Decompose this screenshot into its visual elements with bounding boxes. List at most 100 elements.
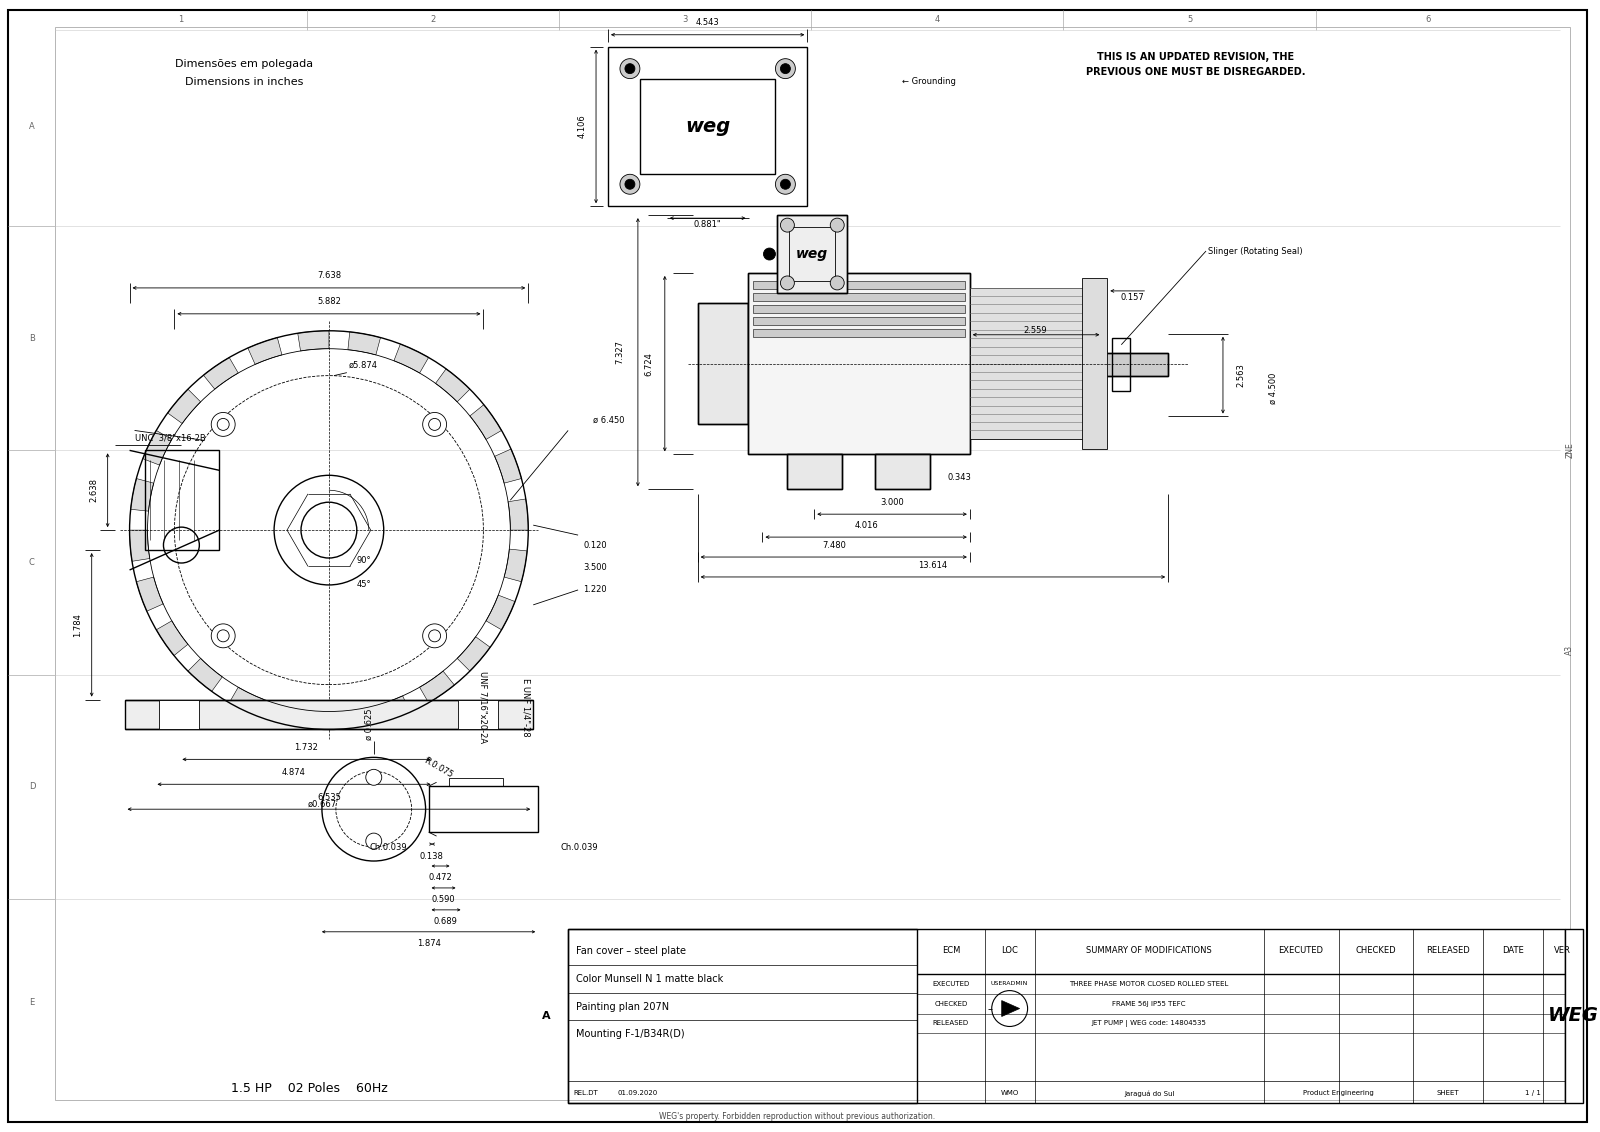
Text: 90°: 90° bbox=[357, 556, 371, 565]
Text: 4.874: 4.874 bbox=[282, 767, 306, 777]
Text: 45°: 45° bbox=[357, 581, 371, 590]
Wedge shape bbox=[136, 577, 163, 611]
Text: Ch.0.039: Ch.0.039 bbox=[560, 842, 598, 851]
Bar bbox=[787, 454, 842, 489]
Wedge shape bbox=[330, 710, 360, 729]
Text: 7.480: 7.480 bbox=[822, 541, 846, 549]
Circle shape bbox=[619, 174, 640, 195]
Text: ø 4.500: ø 4.500 bbox=[1269, 372, 1277, 404]
Text: UNF 7/16"x20-2A: UNF 7/16"x20-2A bbox=[478, 671, 488, 744]
Circle shape bbox=[626, 179, 635, 189]
Circle shape bbox=[776, 174, 795, 195]
Bar bbox=[875, 454, 930, 489]
Text: SUMMARY OF MODIFICATIONS: SUMMARY OF MODIFICATIONS bbox=[1086, 946, 1213, 955]
Text: 7.327: 7.327 bbox=[616, 341, 624, 365]
Bar bbox=[1102, 353, 1168, 376]
Text: ø 0.625: ø 0.625 bbox=[365, 709, 373, 740]
Bar bbox=[448, 779, 504, 787]
Bar bbox=[1083, 278, 1107, 449]
Bar bbox=[459, 700, 498, 729]
Text: 2.638: 2.638 bbox=[90, 478, 98, 503]
Text: UNC  3/8"x16-2B: UNC 3/8"x16-2B bbox=[134, 434, 205, 443]
Text: CHECKED: CHECKED bbox=[1355, 946, 1395, 955]
Circle shape bbox=[366, 770, 382, 786]
Text: 3: 3 bbox=[683, 16, 688, 24]
Text: ← Grounding: ← Grounding bbox=[902, 77, 955, 86]
Circle shape bbox=[781, 63, 790, 74]
Bar bbox=[778, 215, 848, 293]
Text: 1.5 HP    02 Poles    60Hz: 1.5 HP 02 Poles 60Hz bbox=[230, 1082, 387, 1095]
Text: 4.543: 4.543 bbox=[696, 18, 720, 27]
Bar bbox=[752, 281, 965, 289]
Bar bbox=[144, 451, 219, 550]
Text: EXECUTED: EXECUTED bbox=[1278, 946, 1323, 955]
Bar bbox=[698, 303, 747, 424]
Text: C: C bbox=[29, 558, 35, 567]
Text: Fan cover – steel plate: Fan cover – steel plate bbox=[576, 945, 686, 955]
Bar bbox=[752, 293, 965, 301]
Wedge shape bbox=[394, 344, 429, 374]
Bar bbox=[752, 317, 965, 325]
Circle shape bbox=[781, 276, 794, 290]
Text: WEG's property. Forbidden reproduction without previous authorization.: WEG's property. Forbidden reproduction w… bbox=[659, 1112, 936, 1121]
Text: Ch.0.039: Ch.0.039 bbox=[370, 842, 406, 851]
Text: 3.000: 3.000 bbox=[880, 498, 904, 507]
Bar bbox=[970, 288, 1102, 439]
Bar bbox=[1102, 353, 1168, 376]
Polygon shape bbox=[1002, 1001, 1019, 1017]
Text: 2.559: 2.559 bbox=[1024, 326, 1048, 335]
Bar bbox=[160, 700, 200, 729]
Text: 1.220: 1.220 bbox=[582, 585, 606, 594]
Text: ø0.667: ø0.667 bbox=[307, 799, 336, 808]
Circle shape bbox=[830, 276, 845, 290]
Text: weg: weg bbox=[685, 117, 730, 136]
Text: A3: A3 bbox=[1565, 644, 1574, 654]
Text: 1 / 1: 1 / 1 bbox=[1525, 1090, 1541, 1096]
Text: CHECKED: CHECKED bbox=[934, 1001, 968, 1006]
Wedge shape bbox=[203, 358, 238, 389]
Text: ZNE: ZNE bbox=[1565, 443, 1574, 458]
Bar bbox=[778, 215, 848, 293]
Bar bbox=[752, 328, 965, 336]
Bar bbox=[787, 454, 842, 489]
Text: JET PUMP | WEG code: 14804535: JET PUMP | WEG code: 14804535 bbox=[1091, 1020, 1206, 1027]
Wedge shape bbox=[187, 659, 222, 692]
Text: WMO: WMO bbox=[1000, 1090, 1019, 1096]
Bar bbox=[875, 454, 930, 489]
Bar bbox=[429, 787, 538, 832]
Text: A: A bbox=[29, 122, 35, 131]
Circle shape bbox=[211, 624, 235, 648]
Bar bbox=[789, 228, 835, 281]
Text: B: B bbox=[29, 334, 35, 343]
Wedge shape bbox=[494, 449, 522, 483]
Circle shape bbox=[781, 218, 794, 232]
Text: 5.882: 5.882 bbox=[317, 298, 341, 307]
Wedge shape bbox=[277, 705, 310, 728]
Text: Mounting F-1/B34R(D): Mounting F-1/B34R(D) bbox=[576, 1029, 685, 1039]
Text: VER: VER bbox=[1555, 946, 1571, 955]
Text: ECM: ECM bbox=[942, 946, 960, 955]
Text: 1.784: 1.784 bbox=[74, 612, 82, 636]
Circle shape bbox=[619, 59, 640, 78]
Bar bbox=[125, 700, 533, 729]
Text: 3.500: 3.500 bbox=[582, 564, 606, 573]
Text: LOC: LOC bbox=[1002, 946, 1018, 955]
Wedge shape bbox=[168, 389, 200, 423]
Text: A: A bbox=[542, 1011, 550, 1021]
Text: Dimensões em polegada: Dimensões em polegada bbox=[174, 59, 314, 69]
Bar bbox=[698, 303, 747, 424]
Text: 1.732: 1.732 bbox=[294, 743, 318, 752]
Text: 6.724: 6.724 bbox=[645, 352, 653, 376]
Text: 5: 5 bbox=[1187, 16, 1192, 24]
Text: 4.016: 4.016 bbox=[854, 521, 878, 530]
Text: weg: weg bbox=[797, 247, 829, 261]
Text: Color Munsell N 1 matte black: Color Munsell N 1 matte black bbox=[576, 974, 723, 984]
Wedge shape bbox=[376, 696, 410, 722]
Text: EXECUTED: EXECUTED bbox=[933, 980, 970, 987]
Text: 0.138: 0.138 bbox=[419, 851, 443, 860]
Text: 1: 1 bbox=[178, 16, 184, 24]
Text: 0.120: 0.120 bbox=[582, 541, 606, 549]
Bar bbox=[608, 46, 808, 206]
Text: D: D bbox=[29, 782, 35, 791]
Text: Product Engineering: Product Engineering bbox=[1304, 1090, 1374, 1096]
